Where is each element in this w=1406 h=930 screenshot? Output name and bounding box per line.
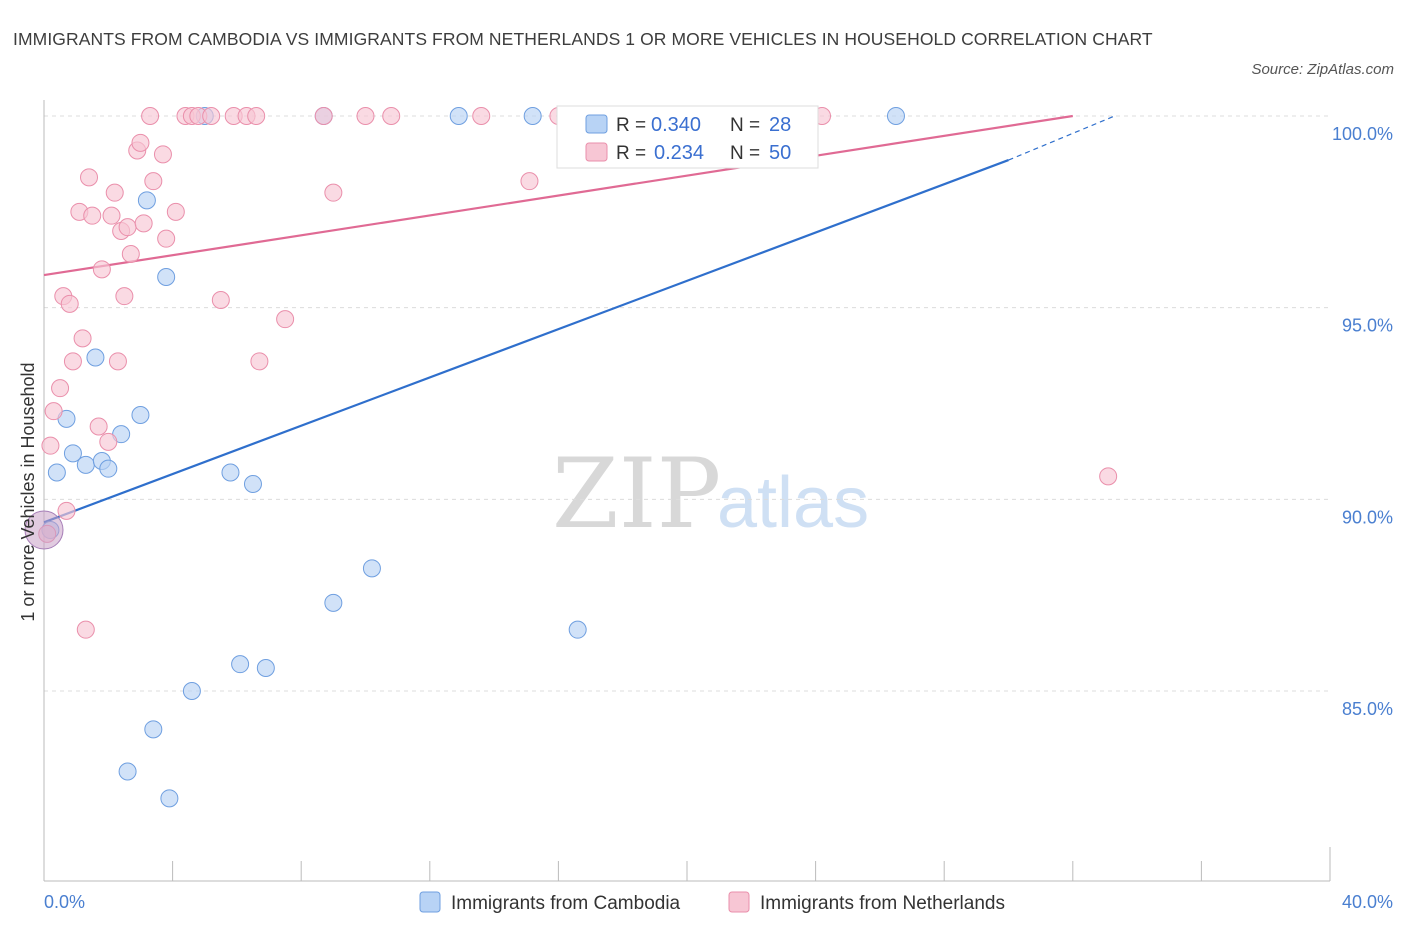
point-series-1-41 xyxy=(324,183,343,202)
trend-line-series-0 xyxy=(43,159,1009,524)
point-series-0-9 xyxy=(131,406,150,424)
point-series-1-13 xyxy=(89,417,108,436)
point-series-0-19 xyxy=(256,659,275,677)
point-series-0-24 xyxy=(523,107,542,125)
point-series-0-2 xyxy=(63,444,82,463)
point-series-1-7 xyxy=(63,352,82,371)
point-series-1-18 xyxy=(108,352,127,371)
point-series-1-43 xyxy=(382,107,401,125)
y-tick-label-90: 90.0% xyxy=(1342,507,1393,527)
point-series-1-9 xyxy=(73,329,92,348)
point-series-1-42 xyxy=(356,107,375,125)
point-series-0-8 xyxy=(118,762,137,781)
point-series-1-49 xyxy=(141,107,160,125)
watermark-zip: ZIP xyxy=(552,438,721,550)
point-series-0-14 xyxy=(182,682,201,700)
point-series-1-3 xyxy=(51,379,70,398)
point-series-1-10 xyxy=(76,620,95,639)
point-series-1-25 xyxy=(134,214,153,233)
point-large-origin xyxy=(24,510,64,550)
legend-n-value-netherlands: 50 xyxy=(769,142,791,164)
x-tick-label-max: 40.0% xyxy=(1342,892,1393,912)
legend-n-label-netherlands: N = xyxy=(730,143,760,164)
point-series-1-26 xyxy=(144,172,163,191)
trend-lines xyxy=(43,114,1115,524)
y-tick-label-85: 85.0% xyxy=(1342,699,1393,719)
point-series-1-17 xyxy=(105,183,124,202)
point-series-1-6 xyxy=(60,294,79,313)
bottom-legend-swatch-netherlands xyxy=(728,891,750,913)
point-series-1-11 xyxy=(80,168,99,187)
chart-title: IMMIGRANTS FROM CAMBODIA VS IMMIGRANTS F… xyxy=(13,29,1153,49)
y-tick-label-100: 100.0% xyxy=(1332,124,1393,144)
point-series-1-34 xyxy=(211,291,230,309)
y-tick-label-95: 95.0% xyxy=(1342,316,1393,336)
point-series-0-16 xyxy=(221,463,240,482)
axes: 85.0% 90.0% 95.0% 100.0% xyxy=(43,100,1393,882)
trend-line-series-1 xyxy=(43,114,1073,277)
point-series-0-23 xyxy=(449,107,468,125)
legend-r-value-cambodia: 0.340 xyxy=(651,114,701,136)
bottom-legend-label-cambodia: Immigrants from Cambodia xyxy=(451,893,681,914)
legend-n-value-cambodia: 28 xyxy=(769,114,791,136)
point-series-1-22 xyxy=(121,245,140,263)
x-tick-label-min: 0.0% xyxy=(44,892,85,912)
point-series-0-17 xyxy=(231,655,250,674)
point-series-1-44 xyxy=(472,107,491,125)
point-series-1-2 xyxy=(44,402,63,421)
source-label: Source: ZipAtlas.com xyxy=(1251,61,1394,78)
point-series-1-28 xyxy=(157,229,176,248)
legend-r-value-netherlands: 0.234 xyxy=(654,142,704,164)
point-series-1-12 xyxy=(83,206,102,225)
correlation-legend: R = 0.340 N = 28 R = 0.234 N = 50 xyxy=(556,105,819,169)
point-series-1-14 xyxy=(92,260,111,279)
legend-swatch-netherlands xyxy=(585,142,608,162)
watermark-atlas: atlas xyxy=(717,463,869,543)
point-series-1-33 xyxy=(202,107,221,125)
legend-r-label-cambodia: R = xyxy=(616,115,646,136)
point-series-0-25 xyxy=(568,620,587,639)
point-series-0-3 xyxy=(76,455,95,474)
gridlines xyxy=(44,115,1330,692)
point-series-0-26 xyxy=(886,107,905,125)
point-series-0-11 xyxy=(144,720,163,739)
point-series-1-39 xyxy=(276,310,295,329)
trend-line-extension-series-0 xyxy=(1008,115,1115,161)
point-series-0-4 xyxy=(86,348,105,367)
y-axis-title: 1 or more Vehicles in Household xyxy=(18,362,38,621)
point-series-0-6 xyxy=(99,459,118,478)
point-series-0-12 xyxy=(157,268,176,286)
point-series-1-38 xyxy=(250,352,269,371)
point-series-1-37 xyxy=(247,107,266,125)
bottom-legend-label-netherlands: Immigrants from Netherlands xyxy=(760,893,1005,914)
point-series-0-10 xyxy=(137,191,156,210)
point-series-1-16 xyxy=(102,206,121,225)
point-series-0-13 xyxy=(160,789,179,808)
point-series-1-40 xyxy=(314,107,333,125)
point-series-1-27 xyxy=(153,145,172,164)
point-series-1-45 xyxy=(520,172,539,191)
legend-r-label-netherlands: R = xyxy=(616,143,646,164)
point-series-0-22 xyxy=(362,559,381,578)
series-legend: Immigrants from Cambodia Immigrants from… xyxy=(419,891,1005,914)
point-series-1-21 xyxy=(118,218,137,237)
point-series-1-20 xyxy=(115,287,134,306)
point-series-1-48 xyxy=(1099,467,1118,486)
bottom-legend-swatch-cambodia xyxy=(419,891,441,913)
point-series-1-1 xyxy=(41,436,60,455)
legend-n-label-cambodia: N = xyxy=(730,115,760,136)
point-series-0-0 xyxy=(47,463,66,482)
point-series-0-21 xyxy=(324,593,343,612)
point-series-1-24 xyxy=(131,133,150,152)
point-series-1-5 xyxy=(57,501,76,520)
point-series-0-18 xyxy=(243,475,262,493)
legend-swatch-cambodia xyxy=(585,114,608,134)
point-series-1-29 xyxy=(166,202,185,221)
point-series-1-15 xyxy=(99,432,118,451)
